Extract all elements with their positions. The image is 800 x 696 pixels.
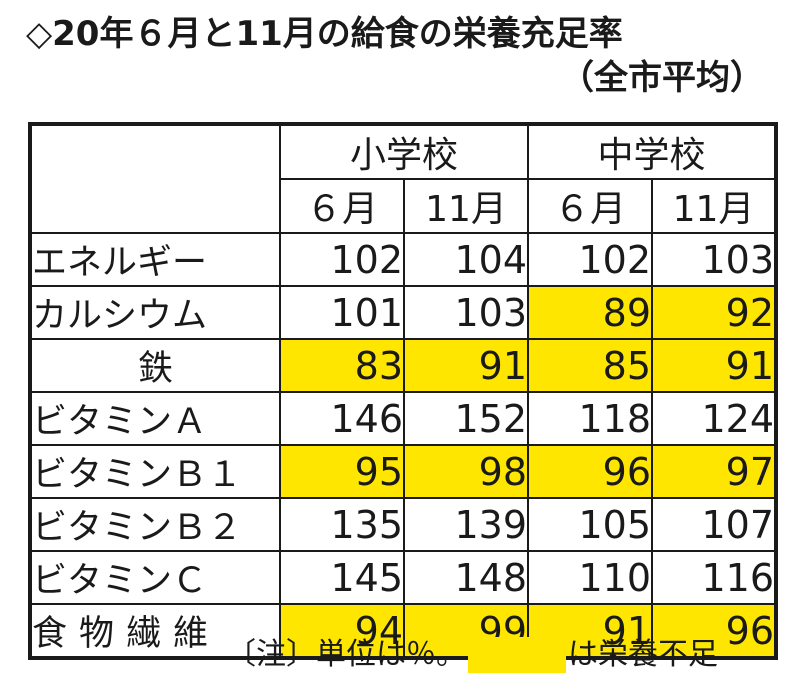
month-header: 11月 (402, 178, 530, 234)
school-header-junior-high: 中学校 (527, 123, 778, 180)
table-row: 食物繊維 94 99 91 96 (29, 603, 778, 659)
value-cell-deficient: 89 (527, 285, 654, 340)
school-header-row: 小学校 中学校 (29, 123, 778, 234)
value-cell: 139 (402, 497, 530, 552)
value-cell: 152 (402, 391, 530, 446)
value-cell-deficient: 98 (402, 444, 530, 499)
nutrient-label: ビタミンＡ (29, 391, 281, 446)
month-header-row: ６月 11月 ６月 11月 (30, 178, 778, 234)
table-row: ビタミンＡ 146 152 118 124 (29, 391, 778, 446)
value-cell: 145 (279, 550, 405, 605)
footnote-suffix: は栄養不足 (568, 637, 718, 672)
table-row: ビタミンＣ 145 148 110 116 (29, 550, 778, 605)
page-title: ◇20年６月と11月の給食の栄養充足率 (26, 14, 623, 54)
value-cell-deficient: 91 (651, 338, 778, 393)
value-cell: 102 (279, 232, 405, 287)
page-subtitle: （全市平均） (560, 58, 764, 98)
month-header: ６月 (527, 178, 654, 234)
value-cell-deficient: 95 (279, 444, 405, 499)
table-row: ビタミンＢ１ 95 98 96 97 (29, 444, 778, 499)
table-row: ビタミンＢ２ 135 139 105 107 (29, 497, 778, 552)
value-cell: 103 (402, 285, 530, 340)
value-cell-deficient: 91 (402, 338, 530, 393)
footnote-prefix: 〔注〕単位は％。 (226, 637, 466, 672)
value-cell: 110 (527, 550, 654, 605)
nutrient-label: エネルギー (29, 232, 281, 287)
value-cell: 148 (402, 550, 530, 605)
nutrient-label: 食物繊維 (29, 603, 281, 659)
value-cell: 104 (402, 232, 530, 287)
value-cell: 118 (527, 391, 654, 446)
value-cell: 116 (651, 550, 778, 605)
value-cell: 105 (527, 497, 654, 552)
table-row: エネルギー 102 104 102 103 (29, 232, 778, 287)
nutrient-label: ビタミンＢ２ (29, 497, 281, 552)
table-row: カルシウム 101 103 89 92 (29, 285, 778, 340)
value-cell: 103 (651, 232, 778, 287)
nutrient-label: 鉄 (29, 338, 281, 393)
value-cell-deficient: 92 (651, 285, 778, 340)
school-header-elementary: 小学校 (278, 123, 530, 180)
table-row: 鉄 83 91 85 91 (29, 338, 778, 393)
value-cell-deficient: 83 (279, 338, 405, 393)
value-cell: 124 (651, 391, 778, 446)
nutrient-label: カルシウム (29, 285, 281, 340)
deficient-legend-swatch (468, 637, 566, 673)
value-cell-deficient: 96 (527, 444, 654, 499)
value-cell-deficient: 94 (279, 603, 405, 659)
value-cell: 146 (279, 391, 405, 446)
value-cell: 107 (651, 497, 778, 552)
value-cell: 102 (527, 232, 654, 287)
value-cell: 135 (279, 497, 405, 552)
value-cell-deficient: 96 (651, 603, 778, 659)
nutrition-table: 小学校 中学校 ６月 11月 ６月 11月 エネルギー 102 104 102 103 カ… (28, 122, 779, 660)
nutrient-label: ビタミンＣ (29, 550, 281, 605)
value-cell-deficient: 85 (527, 338, 654, 393)
month-header: 11月 (651, 178, 778, 234)
value-cell: 101 (279, 285, 405, 340)
corner-cell (29, 123, 281, 234)
footnote: 〔注〕単位は％。 は栄養不足 (226, 630, 718, 680)
value-cell-deficient: 97 (651, 444, 778, 499)
month-header: ６月 (279, 178, 405, 234)
nutrient-label: ビタミンＢ１ (29, 444, 281, 499)
